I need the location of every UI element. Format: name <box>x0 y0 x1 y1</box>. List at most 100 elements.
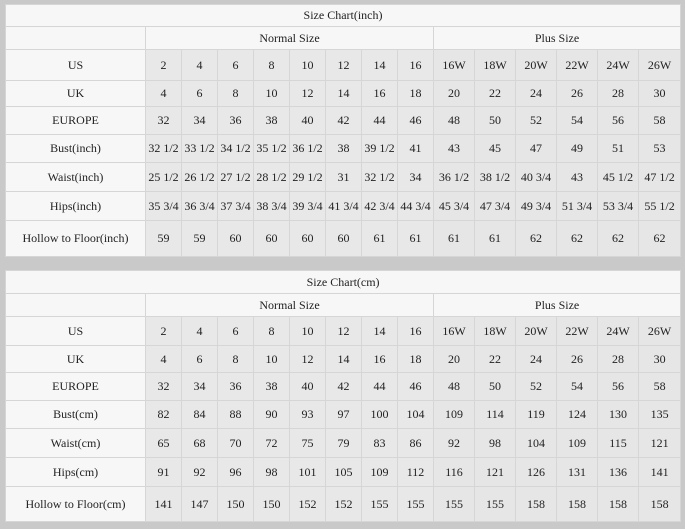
size-cell: 86 <box>397 428 434 458</box>
size-cell: 14 <box>361 49 398 81</box>
size-cell: 43 <box>556 162 598 192</box>
table-row: Hips(cm) 91 92 96 98 101 105 109 112 116 121 126 131… <box>5 457 682 487</box>
size-cell: 158 <box>637 486 682 522</box>
size-cell: 16W <box>433 316 475 346</box>
size-cell: 88 <box>217 400 254 429</box>
size-cell: 20 <box>433 345 475 373</box>
size-cell: 101 <box>289 457 326 487</box>
size-cell: 28 <box>597 80 639 107</box>
size-cell: 54 <box>556 106 598 135</box>
size-cell: 155 <box>474 486 516 522</box>
size-cell: 49 <box>556 134 598 163</box>
size-cell: 18 <box>397 80 434 107</box>
size-cell: 4 <box>181 49 218 81</box>
size-cell: 51 <box>597 134 639 163</box>
table-row: Hollow to Floor(inch) 59 59 60 60 60 60 61 61 61 6… <box>5 220 682 257</box>
size-cell: 44 <box>361 106 398 135</box>
size-cell: 45 <box>474 134 516 163</box>
size-cell: 35 3/4 <box>145 191 182 221</box>
size-cell: 8 <box>253 49 290 81</box>
size-cell: 52 <box>515 106 557 135</box>
size-cell: 22W <box>556 49 598 81</box>
size-cell: 38 3/4 <box>253 191 290 221</box>
size-cell: 37 3/4 <box>217 191 254 221</box>
normal-size-header: Normal Size <box>145 26 434 50</box>
size-cell: 10 <box>289 316 326 346</box>
size-cell: 43 <box>433 134 475 163</box>
table-row: UK 4 6 8 10 12 14 16 18 20 22 24 26 28 30 <box>5 345 682 373</box>
table-row: Waist(cm) 65 68 70 72 75 79 83 86 92 98 104 109 115 12… <box>5 428 682 458</box>
size-cell: 40 3/4 <box>515 162 557 192</box>
size-cell: 36 1/2 <box>433 162 475 192</box>
size-cell: 55 1/2 <box>637 191 682 221</box>
size-cell: 90 <box>253 400 290 429</box>
row-label: Hollow to Floor(inch) <box>5 220 146 257</box>
row-label: EUROPE <box>5 106 146 135</box>
size-cell: 91 <box>145 457 182 487</box>
row-label: US <box>5 316 146 346</box>
size-cell: 6 <box>181 80 218 107</box>
row-label: EUROPE <box>5 372 146 401</box>
size-cell: 4 <box>181 316 218 346</box>
size-cell: 42 <box>325 372 362 401</box>
size-cell: 58 <box>637 372 682 401</box>
size-cell: 44 <box>361 372 398 401</box>
size-cell: 46 <box>397 106 434 135</box>
size-cell: 98 <box>253 457 290 487</box>
size-cell: 131 <box>556 457 598 487</box>
size-cell: 114 <box>474 400 516 429</box>
size-cell: 84 <box>181 400 218 429</box>
size-cell: 32 1/2 <box>145 134 182 163</box>
size-cell: 6 <box>217 49 254 81</box>
corner-cell <box>5 26 146 50</box>
size-cell: 53 <box>637 134 682 163</box>
size-cell: 58 <box>637 106 682 135</box>
table-row: EUROPE 32 34 36 38 40 42 44 46 48 50 52 54 56 58 <box>5 372 682 401</box>
size-cell: 34 <box>181 106 218 135</box>
size-cell: 36 1/2 <box>289 134 326 163</box>
size-cell: 61 <box>397 220 434 257</box>
size-cell: 98 <box>474 428 516 458</box>
plus-size-header: Plus Size <box>432 293 682 317</box>
size-cell: 119 <box>515 400 557 429</box>
row-label: Hips(cm) <box>5 457 146 487</box>
size-cell: 26 1/2 <box>181 162 218 192</box>
size-cell: 24W <box>597 49 639 81</box>
size-cell: 41 <box>397 134 434 163</box>
size-cell: 104 <box>397 400 434 429</box>
size-cell: 18 <box>397 345 434 373</box>
size-cell: 14 <box>361 316 398 346</box>
table-row: US 2 4 6 8 10 12 14 16 16W 18W 20W 22W 24W 26W <box>5 49 682 81</box>
table-row: Bust(cm) 82 84 88 90 93 97 100 104 109 114 119 124 13… <box>5 400 682 429</box>
size-cell: 30 <box>637 80 682 107</box>
size-cell: 32 <box>145 106 182 135</box>
size-cell: 155 <box>433 486 475 522</box>
size-cell: 59 <box>181 220 218 257</box>
size-cell: 10 <box>289 49 326 81</box>
size-cell: 24 <box>515 80 557 107</box>
size-cell: 32 <box>145 372 182 401</box>
size-cell: 16 <box>361 345 398 373</box>
size-cell: 82 <box>145 400 182 429</box>
size-cell: 28 <box>597 345 639 373</box>
size-cell: 10 <box>253 345 290 373</box>
size-cell: 33 1/2 <box>181 134 218 163</box>
size-cell: 60 <box>325 220 362 257</box>
size-cell: 29 1/2 <box>289 162 326 192</box>
size-cell: 50 <box>474 106 516 135</box>
size-cell: 12 <box>289 80 326 107</box>
size-cell: 18W <box>474 316 516 346</box>
size-cell: 22W <box>556 316 598 346</box>
size-cell: 42 3/4 <box>361 191 398 221</box>
size-cell: 26 <box>556 80 598 107</box>
table-row: Hips(inch) 35 3/4 36 3/4 37 3/4 38 3/4 39 3/4… <box>5 191 682 221</box>
size-cell: 30 <box>637 345 682 373</box>
size-cell: 155 <box>397 486 434 522</box>
size-cell: 45 3/4 <box>433 191 475 221</box>
size-cell: 100 <box>361 400 398 429</box>
size-cell: 47 1/2 <box>637 162 682 192</box>
size-cell: 40 <box>289 372 326 401</box>
size-cell: 20W <box>515 49 557 81</box>
size-cell: 14 <box>325 345 362 373</box>
row-label: Bust(cm) <box>5 400 146 429</box>
